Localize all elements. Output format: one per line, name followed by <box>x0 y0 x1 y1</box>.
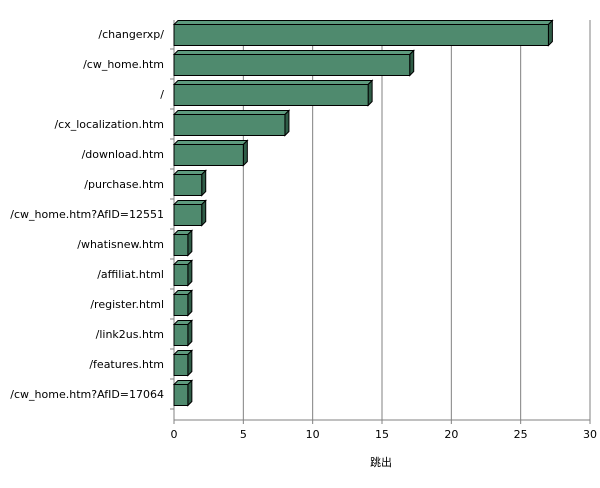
bar-11 <box>172 349 194 377</box>
bar-side-face-11 <box>187 349 193 377</box>
bar-10 <box>172 319 194 347</box>
bar-side-face-7 <box>187 229 193 257</box>
category-label-5: /purchase.htm <box>84 178 164 191</box>
x-tick-label-5: 5 <box>240 428 247 441</box>
category-label-9: /register.html <box>90 298 164 311</box>
bar-9 <box>172 289 194 317</box>
category-label-3: /cx_localization.htm <box>54 118 164 131</box>
bar-1 <box>172 49 415 77</box>
x-tick-labels: 0 5 10 15 20 25 30 <box>171 428 598 441</box>
bar-front-face-5 <box>173 174 203 196</box>
category-label-10: /link2us.htm <box>96 328 164 341</box>
category-label-11: /features.htm <box>89 358 164 371</box>
category-label-0: /changerxp/ <box>98 28 164 41</box>
bar-front-face-7 <box>173 234 189 256</box>
bar-front-face-11 <box>173 354 189 376</box>
bar-side-face-4 <box>242 139 248 167</box>
bar-front-face-2 <box>173 84 369 106</box>
bar-4 <box>172 139 249 167</box>
bar-top-face-0 <box>172 20 554 25</box>
bar-front-face-6 <box>173 204 203 226</box>
bar-6 <box>172 199 207 227</box>
bar-8 <box>172 259 194 287</box>
x-tick-label-0: 0 <box>171 428 178 441</box>
x-tick-label-15: 15 <box>375 428 389 441</box>
bar-side-face-8 <box>187 259 193 287</box>
category-label-1: /cw_home.htm <box>83 58 164 71</box>
bars <box>172 19 554 407</box>
bar-7 <box>172 229 194 257</box>
bar-2 <box>172 79 374 107</box>
x-tick-label-20: 20 <box>444 428 458 441</box>
bar-12 <box>172 379 194 407</box>
category-label-6: /cw_home.htm?AfID=12551 <box>10 208 164 221</box>
bar-top-face-1 <box>172 50 415 55</box>
bar-top-face-4 <box>172 140 249 145</box>
x-tick-label-30: 30 <box>583 428 597 441</box>
bar-side-face-3 <box>284 109 290 137</box>
bar-front-face-1 <box>173 54 411 76</box>
bar-front-face-8 <box>173 264 189 286</box>
bar-side-face-1 <box>409 49 415 77</box>
bar-top-face-6 <box>172 200 207 205</box>
x-axis-title: 跳出 <box>370 455 392 469</box>
category-label-8: /affiliat.html <box>97 268 164 281</box>
bar-front-face-10 <box>173 324 189 346</box>
bar-side-face-5 <box>201 169 207 197</box>
x-tick-label-25: 25 <box>514 428 528 441</box>
bar-top-face-2 <box>172 80 374 85</box>
x-tick-label-10: 10 <box>306 428 320 441</box>
bar-front-face-12 <box>173 384 189 406</box>
bar-0 <box>172 19 554 47</box>
bar-side-face-10 <box>187 319 193 347</box>
bar-side-face-2 <box>367 79 373 107</box>
bar-front-face-4 <box>173 144 244 166</box>
bar-front-face-9 <box>173 294 189 316</box>
bar-side-face-9 <box>187 289 193 317</box>
bar-3 <box>172 109 291 137</box>
bar-top-face-5 <box>172 170 207 175</box>
category-label-4: /download.htm <box>82 148 164 161</box>
bar-side-face-12 <box>187 379 193 407</box>
bar-5 <box>172 169 207 197</box>
bar-side-face-0 <box>547 19 553 47</box>
category-label-7: /whatisnew.htm <box>77 238 164 251</box>
bar-front-face-0 <box>173 24 549 46</box>
category-label-2: / <box>160 88 164 101</box>
bar-front-face-3 <box>173 114 286 136</box>
category-labels: /changerxp/ /cw_home.htm / /cx_localization… <box>10 28 164 401</box>
category-label-12: /cw_home.htm?AfID=17064 <box>10 388 164 401</box>
bar-side-face-6 <box>201 199 207 227</box>
bar-top-face-3 <box>172 110 291 115</box>
